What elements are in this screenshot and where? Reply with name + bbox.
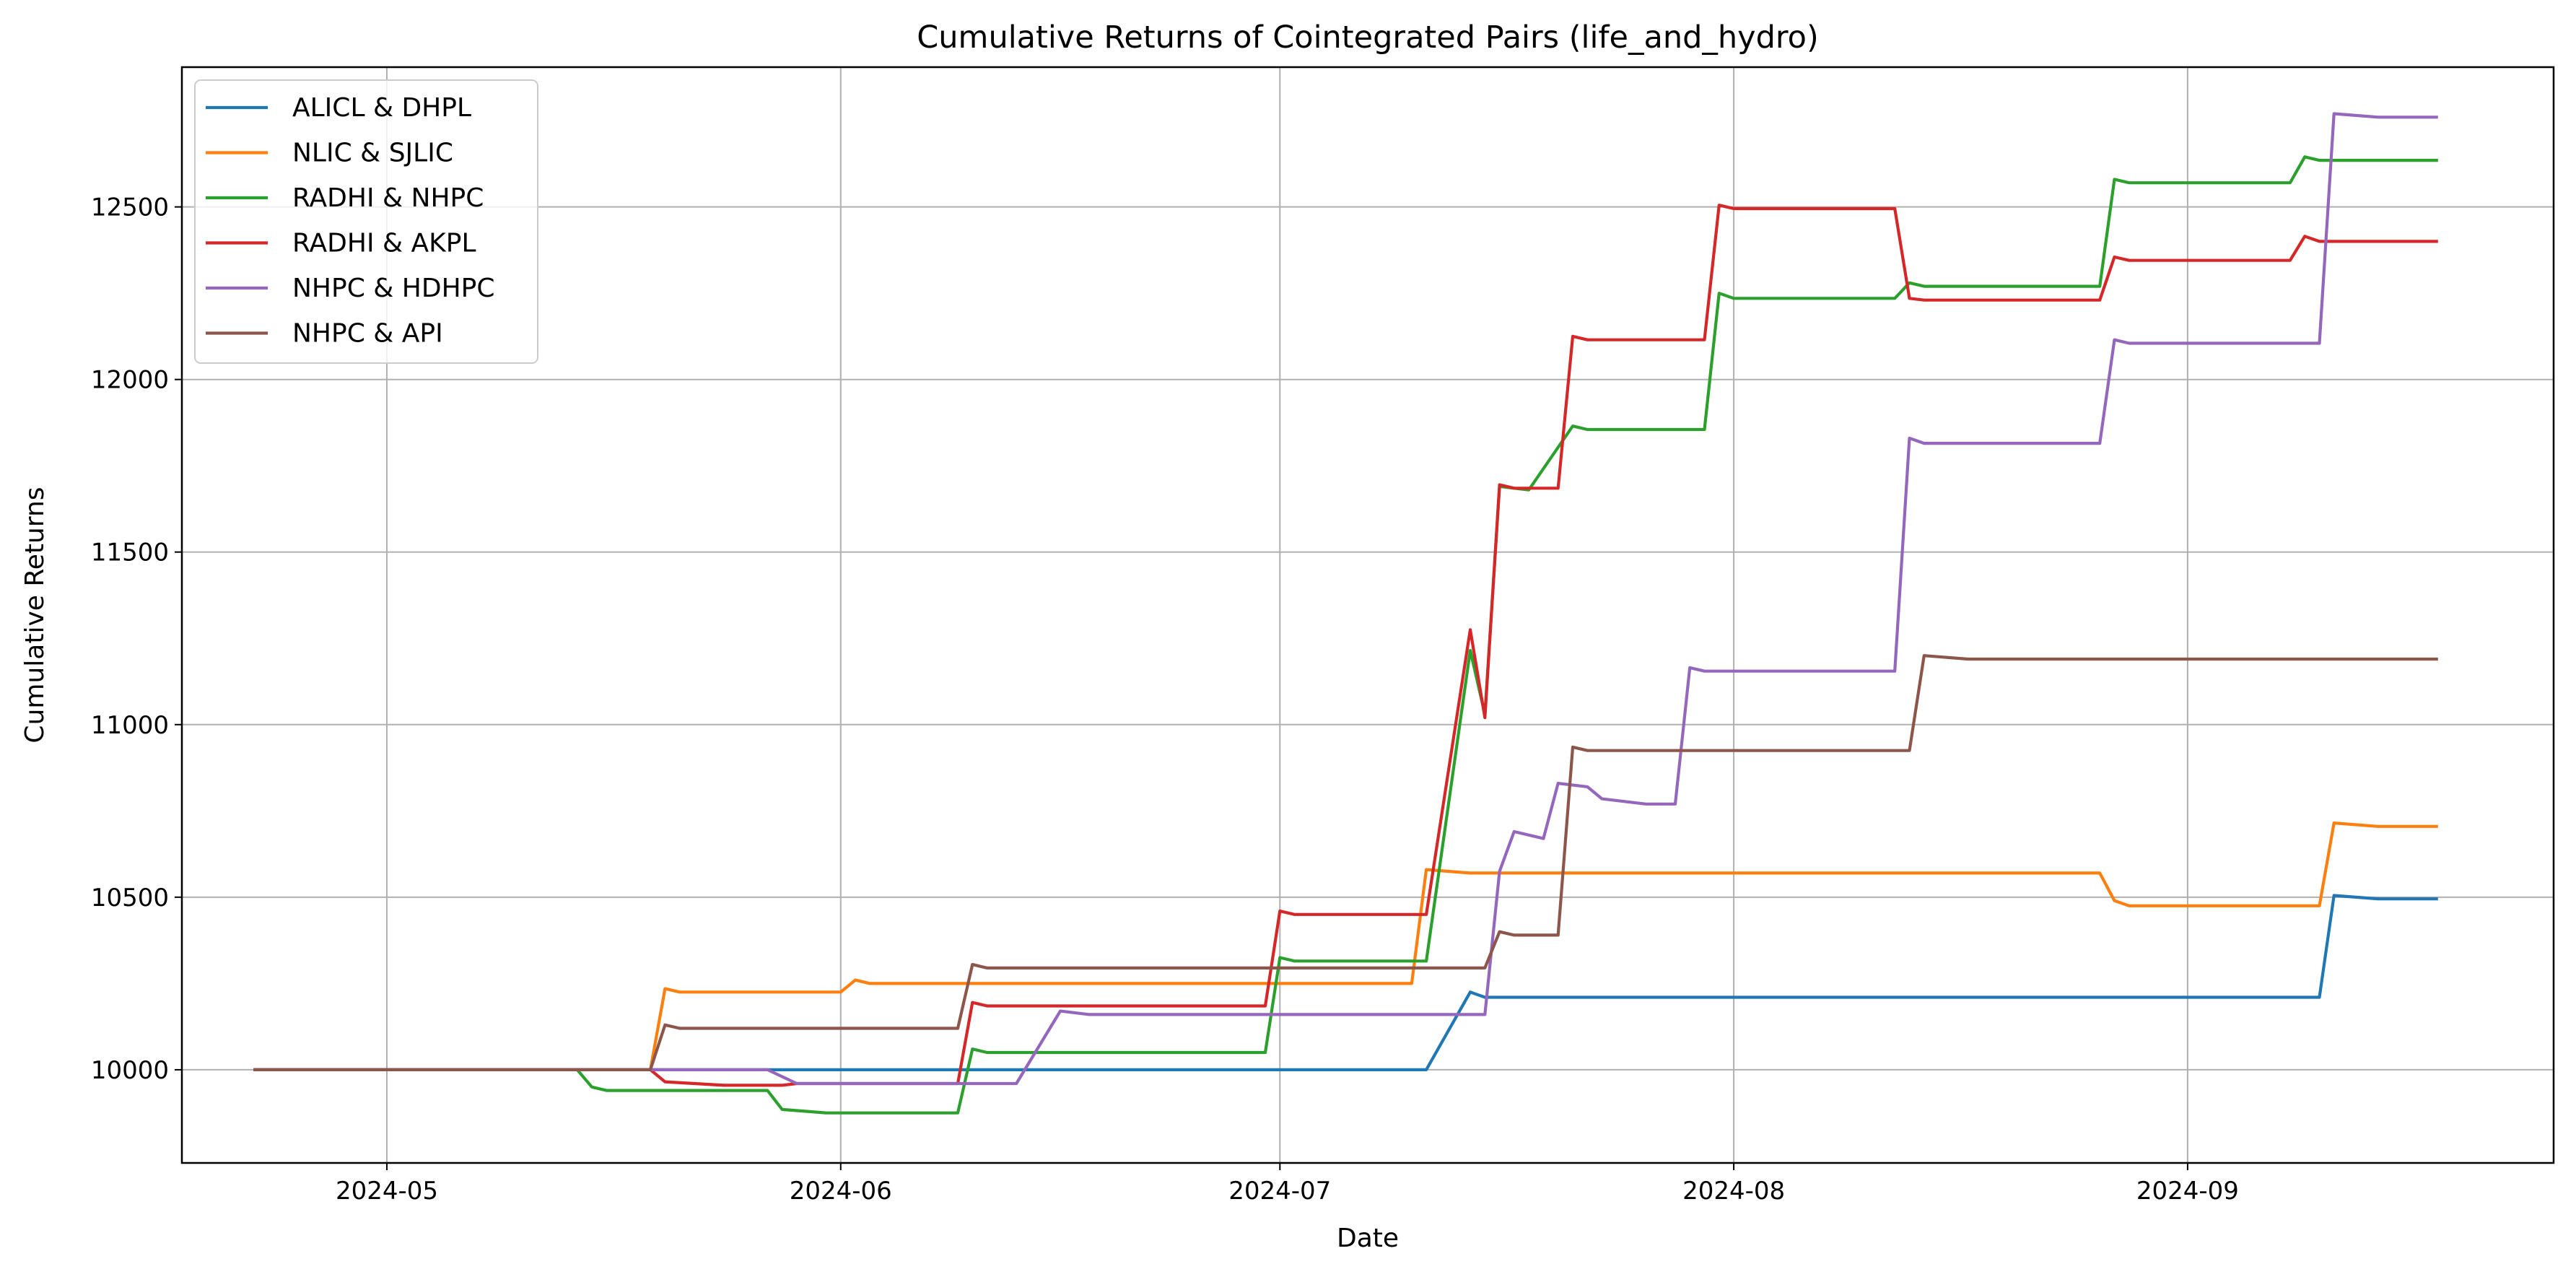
legend-label: NHPC & HDHPC bbox=[292, 274, 495, 303]
y-tick-label: 11500 bbox=[91, 539, 169, 567]
legend-label: NLIC & SJLIC bbox=[292, 139, 453, 168]
legend-label: RADHI & NHPC bbox=[292, 183, 484, 213]
series-line bbox=[253, 204, 2438, 1087]
y-tick-label: 12000 bbox=[91, 366, 169, 395]
series-line bbox=[253, 654, 2438, 1072]
y-tick-label: 11000 bbox=[91, 711, 169, 740]
plot-area bbox=[180, 66, 2555, 1164]
x-tick-label: 2024-08 bbox=[1682, 1177, 1785, 1206]
x-tick-label: 2024-05 bbox=[336, 1177, 438, 1206]
series-lines bbox=[253, 112, 2438, 1115]
legend-label: ALICL & DHPL bbox=[292, 93, 471, 123]
legend-label: RADHI & AKPL bbox=[292, 229, 476, 258]
axis-ticks: 2024-05 2024-06 2024-07 2024-08 2024-09 10000… bbox=[91, 193, 2239, 1206]
y-tick-label: 12500 bbox=[91, 193, 169, 222]
series-line bbox=[253, 112, 2438, 1086]
legend-label: NHPC & API bbox=[292, 319, 443, 349]
y-axis-label: Cumulative Returns bbox=[20, 487, 50, 743]
legend-box bbox=[194, 79, 538, 364]
chart-title: Cumulative Returns of Cointegrated Pairs… bbox=[917, 19, 1818, 56]
x-axis-label: Date bbox=[1337, 1224, 1399, 1253]
legend: ALICL & DHPL NLIC & SJLIC RADHI & NHPC RADH… bbox=[194, 79, 538, 364]
series-line bbox=[253, 894, 2438, 1072]
series-line bbox=[253, 155, 2438, 1115]
x-tick-label: 2024-07 bbox=[1228, 1177, 1331, 1206]
y-tick-label: 10500 bbox=[91, 884, 169, 912]
x-tick-label: 2024-09 bbox=[2136, 1177, 2239, 1206]
x-tick-label: 2024-06 bbox=[790, 1177, 892, 1206]
y-tick-label: 10000 bbox=[91, 1056, 169, 1085]
series-line bbox=[253, 821, 2438, 1072]
